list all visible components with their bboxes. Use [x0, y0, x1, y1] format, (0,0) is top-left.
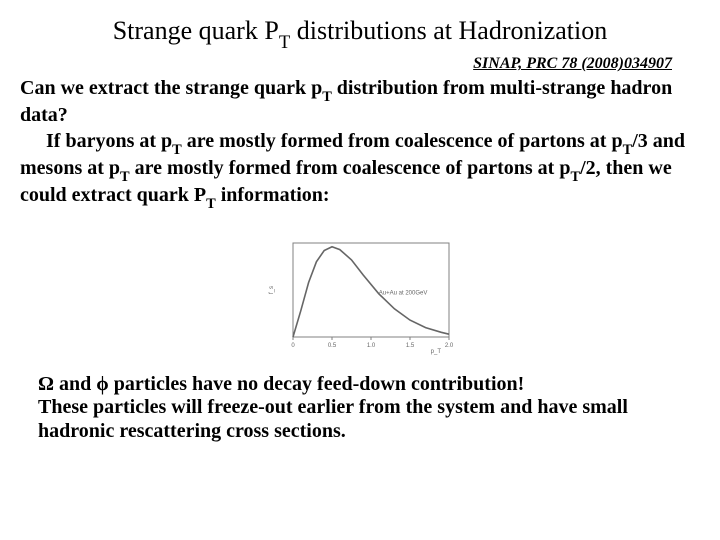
- para-c: are mostly formed from coalescence of pa…: [182, 130, 623, 152]
- para-g: are mostly formed from coalescence of pa…: [130, 157, 571, 179]
- svg-text:f_s: f_s: [269, 286, 275, 294]
- para-sub4: T: [570, 169, 580, 185]
- title-part-a: Strange quark P: [113, 16, 279, 45]
- svg-text:Au+Au at 200GeV: Au+Au at 200GeV: [379, 290, 428, 296]
- question-sub: T: [322, 89, 332, 105]
- svg-text:1.0: 1.0: [367, 343, 376, 349]
- chart-container: 00.51.01.52.0f_sp_TAu+Au at 200GeV: [265, 237, 455, 355]
- title-part-c: distributions at Hadronization: [290, 16, 607, 45]
- question-a: Can we extract the strange quark p: [20, 77, 322, 99]
- svg-text:0.5: 0.5: [328, 343, 337, 349]
- omega-symbol: Ω: [38, 373, 54, 395]
- question-line: Can we extract the strange quark pT dist…: [20, 77, 700, 128]
- footer-l1a: and: [54, 373, 96, 395]
- para-sub5: T: [206, 196, 216, 212]
- title-sub: T: [279, 32, 290, 53]
- svg-text:1.5: 1.5: [406, 343, 415, 349]
- footer-line1: Ω and ϕ particles have no decay feed-dow…: [38, 373, 682, 397]
- svg-text:2.0: 2.0: [445, 343, 454, 349]
- paragraph: If baryons at pT are mostly formed from …: [20, 130, 700, 211]
- citation: SINAP, PRC 78 (2008)034907: [20, 55, 672, 73]
- svg-text:p_T: p_T: [431, 349, 442, 355]
- phi-symbol: ϕ: [96, 373, 108, 395]
- slide-title: Strange quark PT distributions at Hadron…: [20, 16, 700, 51]
- distribution-chart: 00.51.01.52.0f_sp_TAu+Au at 200GeV: [265, 237, 455, 355]
- para-sub2: T: [623, 142, 633, 158]
- footer-line2: These particles will freeze-out earlier …: [38, 396, 682, 443]
- para-sub1: T: [172, 142, 182, 158]
- para-sub3: T: [120, 169, 130, 185]
- para-k: information:: [216, 184, 330, 206]
- footer-l1b: particles have no decay feed-down contri…: [109, 373, 525, 395]
- para-a: If baryons at p: [20, 130, 172, 154]
- footer-block: Ω and ϕ particles have no decay feed-dow…: [38, 373, 682, 444]
